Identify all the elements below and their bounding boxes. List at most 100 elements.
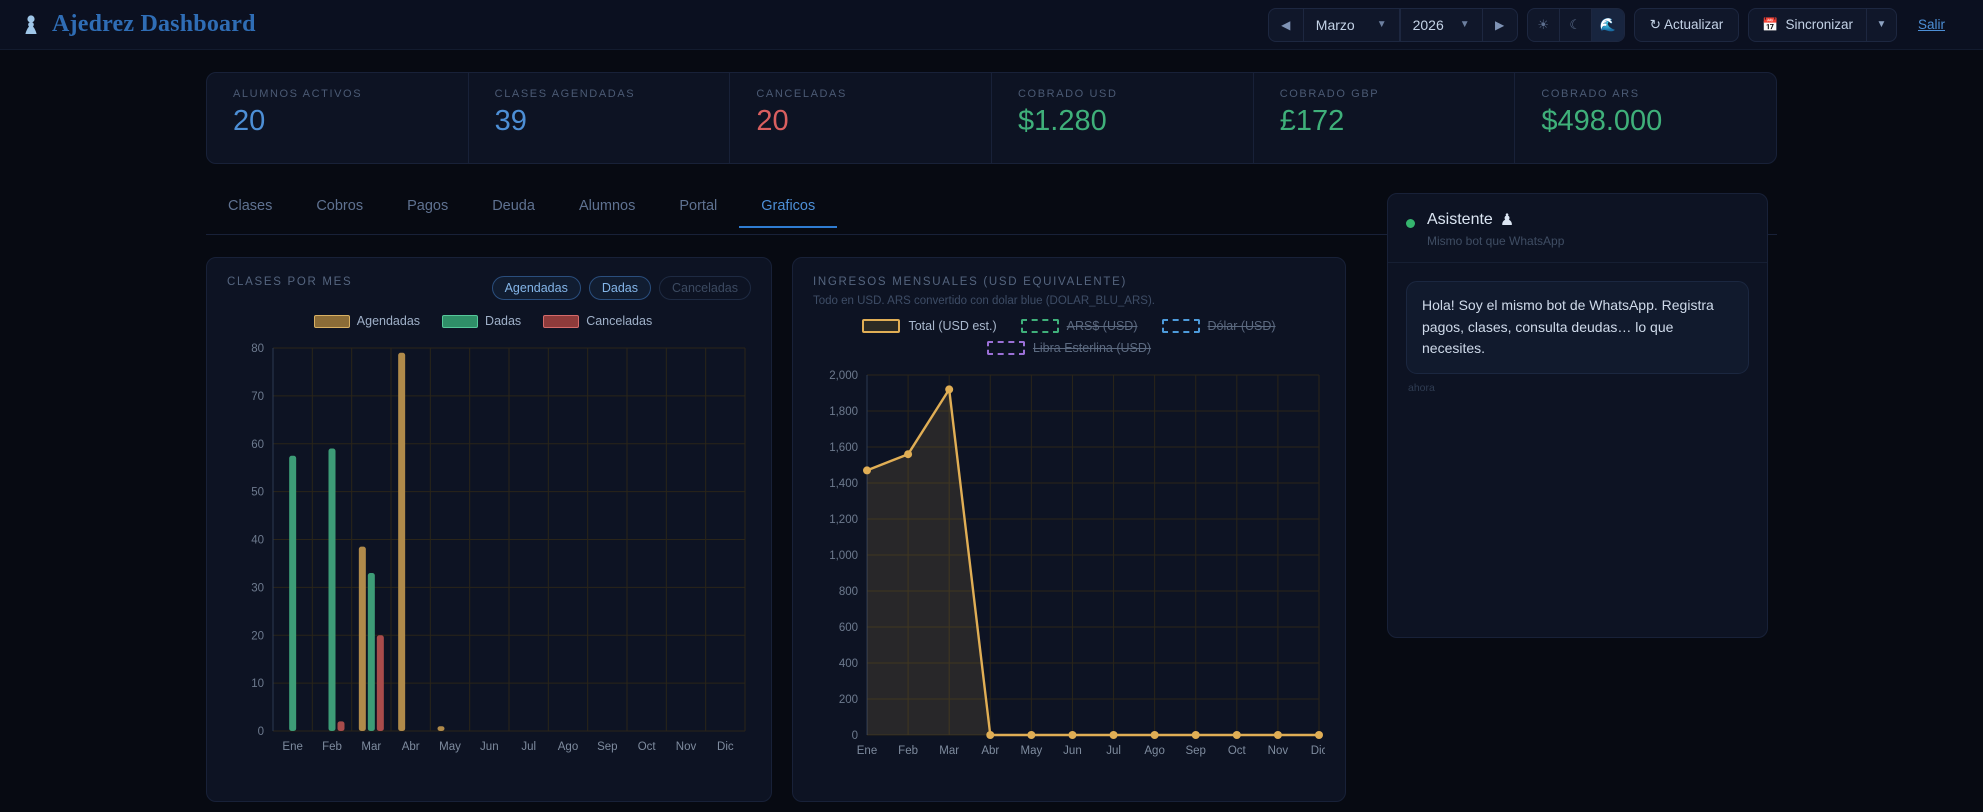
charts-area: CLASES POR MES Agendadas Dadas Cancelada… (206, 257, 1777, 802)
tab-clases[interactable]: Clases (228, 198, 273, 214)
legend-item-total[interactable]: Total (USD est.) (862, 319, 997, 333)
brand: Ajedrez Dashboard (22, 11, 256, 38)
stat-value: £172 (1279, 105, 1345, 137)
svg-text:1,000: 1,000 (829, 550, 858, 562)
svg-text:40: 40 (251, 535, 264, 547)
month-select[interactable]: Marzo ▼ (1302, 8, 1400, 41)
svg-text:Dic: Dic (1311, 745, 1325, 757)
chess-pawn-icon (22, 14, 40, 36)
filter-pill-dadas[interactable]: Dadas (588, 276, 651, 300)
legend-item-agendadas[interactable]: Agendadas (313, 314, 421, 328)
tab-pagos[interactable]: Pagos (407, 198, 449, 214)
assistant-subtitle: Mismo bot que WhatsApp (1427, 234, 1565, 248)
assistant-name-row: Asistente ♟ (1427, 210, 1564, 230)
svg-text:Ago: Ago (1144, 745, 1164, 757)
svg-text:60: 60 (251, 439, 264, 451)
legend-swatch-ars (1020, 319, 1059, 333)
svg-text:200: 200 (839, 694, 858, 706)
legend-label: Dadas (485, 314, 522, 328)
tab-cobros[interactable]: Cobros (316, 198, 364, 214)
svg-text:Dic: Dic (717, 741, 734, 753)
svg-text:600: 600 (839, 622, 858, 634)
svg-text:1,800: 1,800 (829, 406, 858, 418)
stat-value: 39 (494, 105, 527, 137)
legend-swatch-libra (986, 341, 1025, 355)
legend-label: Libra Esterlina (USD) (1032, 341, 1152, 355)
sync-button[interactable]: 📅 Sincronizar (1749, 9, 1866, 41)
svg-text:Jun: Jun (1063, 745, 1082, 757)
stat-card: CLASES AGENDADAS 39 (469, 73, 731, 163)
stat-card: ALUMNOS ACTIVOS 20 (207, 73, 469, 163)
svg-text:Ene: Ene (857, 745, 877, 757)
svg-text:2,000: 2,000 (829, 370, 858, 382)
assistant-header: Asistente ♟ Mismo bot que WhatsApp (1388, 194, 1767, 263)
period-nav-group: ◀ Marzo ▼ 2026 ▼ ▶ (1267, 7, 1518, 42)
logout-link[interactable]: Salir (1917, 17, 1945, 32)
theme-ocean-wave-icon[interactable]: 🌊 (1591, 8, 1624, 41)
assistant-message-bubble: Hola! Soy el mismo bot de WhatsApp. Regi… (1406, 281, 1749, 375)
svg-text:Abr: Abr (981, 745, 999, 757)
svg-text:Jun: Jun (480, 741, 499, 753)
assistant-name: Asistente (1427, 211, 1493, 228)
svg-text:Ene: Ene (282, 741, 302, 753)
theme-light-sun-icon[interactable]: ☀ (1528, 8, 1560, 41)
chevron-down-icon: ▼ (1376, 19, 1387, 30)
tab-alumnos[interactable]: Alumnos (578, 198, 636, 214)
sync-dropdown-caret-icon[interactable]: ▼ (1865, 8, 1896, 41)
refresh-button[interactable]: ↻ Actualizar (1633, 7, 1740, 42)
legend-swatch-agendadas (313, 314, 350, 328)
bar-card-header: CLASES POR MES Agendadas Dadas Cancelada… (227, 276, 751, 300)
svg-text:Mar: Mar (939, 745, 959, 757)
line-card-subtitle: Todo en USD. ARS convertido con dolar bl… (813, 295, 1155, 307)
svg-text:Oct: Oct (1228, 745, 1247, 757)
svg-text:Sep: Sep (597, 741, 617, 753)
prev-month-button[interactable]: ◀ (1281, 17, 1291, 32)
stat-label: CANCELADAS (756, 88, 847, 100)
tab-graficos[interactable]: Graficos (739, 194, 838, 228)
legend-label: Agendadas (356, 314, 421, 328)
legend-swatch-dolar (1161, 319, 1200, 333)
svg-text:Nov: Nov (1268, 745, 1289, 757)
legend-item-libra[interactable]: Libra Esterlina (USD) (986, 341, 1152, 355)
filter-pill-canceladas[interactable]: Canceladas (658, 276, 751, 300)
legend-item-canceladas[interactable]: Canceladas (543, 314, 652, 328)
sync-button-label: Sincronizar (1785, 17, 1853, 32)
stat-label: CLASES AGENDADAS (494, 88, 636, 100)
svg-text:Feb: Feb (898, 745, 918, 757)
theme-switcher: ☀ ☾ 🌊 (1526, 7, 1625, 42)
chess-pawn-icon: ♟ (1499, 212, 1515, 229)
stat-card: COBRADO USD $1.280 (992, 73, 1254, 163)
legend-swatch-total (862, 319, 901, 333)
stat-label: COBRADO USD (1018, 88, 1118, 100)
theme-dark-moon-icon[interactable]: ☾ (1560, 8, 1592, 41)
legend-label: Total (USD est.) (908, 319, 997, 333)
tab-deuda[interactable]: Deuda (492, 198, 535, 214)
svg-text:70: 70 (251, 391, 264, 403)
svg-text:Feb: Feb (322, 741, 342, 753)
legend-item-ars[interactable]: ARS$ (USD) (1020, 319, 1138, 333)
month-select-value: Marzo (1315, 16, 1355, 33)
svg-text:Nov: Nov (676, 741, 697, 753)
top-bar-controls: ◀ Marzo ▼ 2026 ▼ ▶ ☀ ☾ 🌊 ↻ Actualizar 📅 … (1267, 7, 1961, 42)
svg-text:80: 80 (251, 343, 264, 355)
line-chart-plot: 0 200 400 600 800 1,000 1,200 1,400 1,600 1,800 2,… (813, 365, 1327, 770)
stat-card: CANCELADAS 20 (730, 73, 993, 163)
legend-swatch-dadas (442, 314, 479, 328)
bar-chart-svg: 0 10 20 30 40 50 60 70 80 Ene Feb Mar Abr May Jun Jul Ag… (251, 343, 746, 753)
legend-item-dolar[interactable]: Dólar (USD) (1161, 319, 1276, 333)
stat-card: COBRADO GBP £172 (1254, 73, 1516, 163)
legend-item-dadas[interactable]: Dadas (442, 314, 521, 328)
online-status-dot-icon (1406, 219, 1415, 228)
calendar-icon: 📅 (1762, 17, 1779, 32)
svg-text:10: 10 (251, 678, 264, 690)
year-select-value: 2026 (1412, 16, 1444, 33)
next-month-button[interactable]: ▶ (1495, 17, 1505, 32)
year-select[interactable]: 2026 ▼ (1399, 8, 1483, 41)
clases-por-mes-card: CLASES POR MES Agendadas Dadas Cancelada… (206, 257, 772, 802)
legend-label: Canceladas (586, 314, 653, 328)
legend-label: ARS$ (USD) (1066, 319, 1138, 333)
filter-pill-agendadas[interactable]: Agendadas (491, 276, 581, 300)
tab-portal[interactable]: Portal (679, 198, 718, 214)
page-title: Ajedrez Dashboard (52, 11, 256, 37)
svg-text:Mar: Mar (361, 741, 381, 753)
